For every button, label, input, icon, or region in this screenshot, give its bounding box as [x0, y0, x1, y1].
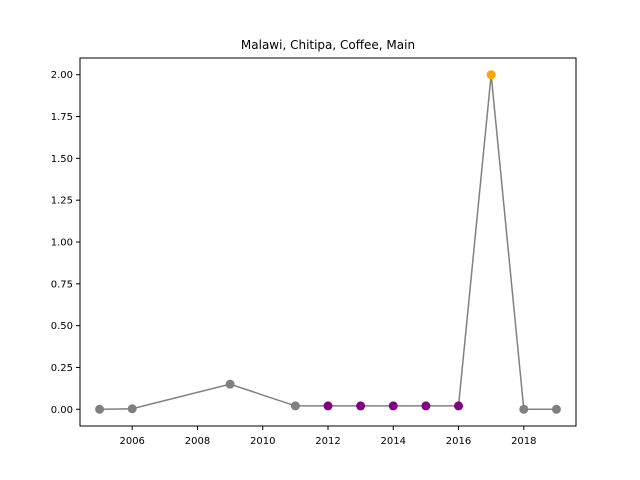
data-point — [323, 401, 333, 411]
x-tick-label: 2016 — [446, 436, 471, 447]
x-tick-label: 2008 — [185, 436, 210, 447]
y-tick-label: 0.25 — [51, 363, 73, 374]
y-tick-label: 1.50 — [51, 154, 73, 165]
y-tick-label: 1.25 — [51, 196, 73, 207]
y-tick-label: 2.00 — [51, 70, 73, 81]
data-point — [454, 401, 464, 411]
data-point — [225, 379, 235, 389]
data-point — [421, 401, 431, 411]
data-point — [519, 404, 529, 414]
data-point — [486, 70, 496, 80]
y-tick-label: 1.00 — [51, 238, 73, 249]
data-point — [95, 404, 105, 414]
data-point — [290, 401, 300, 411]
plot-frame — [79, 57, 577, 427]
series-line — [99, 74, 557, 411]
chart-title: Malawi, Chitipa, Coffee, Main — [241, 38, 415, 52]
x-tick-label: 2006 — [119, 436, 144, 447]
y-tick-label: 0.00 — [51, 405, 73, 416]
data-point — [356, 401, 366, 411]
x-tick-label: 2018 — [511, 436, 536, 447]
data-point — [127, 404, 137, 414]
x-tick-label: 2010 — [250, 436, 275, 447]
x-tick-label: 2014 — [381, 436, 406, 447]
data-point — [551, 404, 561, 414]
y-tick-label: 0.75 — [51, 279, 73, 290]
data-point — [388, 401, 398, 411]
y-tick-label: 0.50 — [51, 321, 73, 332]
x-tick-label: 2012 — [315, 436, 340, 447]
y-tick-label: 1.75 — [51, 112, 73, 123]
